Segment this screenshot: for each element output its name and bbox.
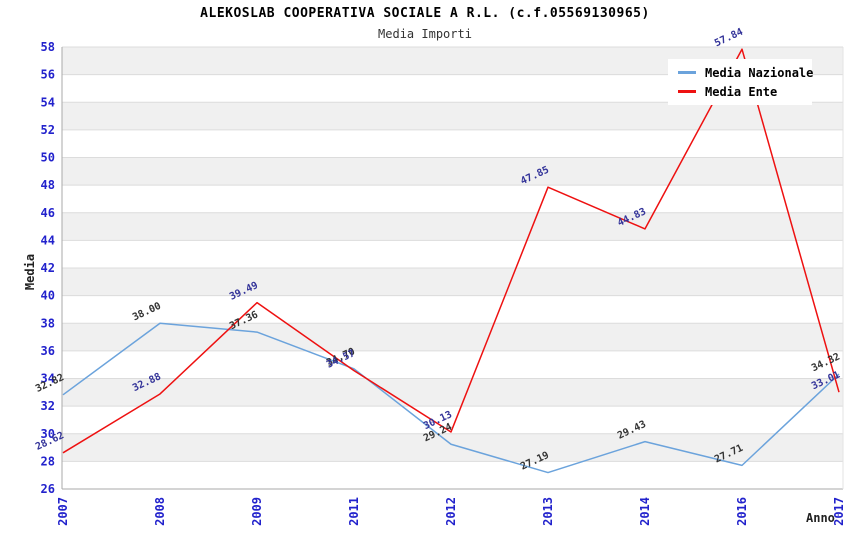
background-band <box>62 378 843 407</box>
y-tick-label: 48 <box>41 178 55 192</box>
x-tick-label: 2013 <box>541 497 555 526</box>
y-tick-label: 44 <box>41 233 55 247</box>
point-label: 57.84 <box>713 27 745 50</box>
background-band <box>62 295 843 324</box>
legend: Media Nazionale Media Ente <box>668 59 814 105</box>
y-tick-label: 26 <box>41 482 55 496</box>
y-tick-label: 38 <box>41 316 55 330</box>
background-band <box>62 240 843 268</box>
x-tick-label: 2011 <box>347 497 361 526</box>
background-band <box>62 212 843 241</box>
x-tick-label: 2014 <box>638 497 652 526</box>
legend-label-media-nazionale: Media Nazionale <box>705 65 814 80</box>
y-tick-label: 30 <box>41 427 55 441</box>
y-tick-label: 40 <box>41 289 55 303</box>
legend-item-media-ente: Media Ente <box>678 82 812 101</box>
y-tick-label: 28 <box>41 454 55 468</box>
y-tick-label: 58 <box>41 40 55 54</box>
y-tick-label: 56 <box>41 68 55 82</box>
background-band <box>62 157 843 186</box>
legend-item-media-nazionale: Media Nazionale <box>678 63 814 82</box>
x-tick-label: 2016 <box>735 497 749 526</box>
background-band <box>62 350 843 379</box>
background-band <box>62 268 843 296</box>
background-band <box>62 102 843 130</box>
background-band <box>62 323 843 351</box>
x-tick-label: 2007 <box>56 497 70 526</box>
y-tick-label: 50 <box>41 151 55 165</box>
background-band <box>62 461 843 489</box>
legend-label-media-ente: Media Ente <box>705 84 778 99</box>
legend-swatch-red-line-icon <box>678 90 696 93</box>
x-tick-label: 2012 <box>444 497 458 526</box>
background-band <box>62 433 843 462</box>
y-tick-label: 34 <box>41 372 55 386</box>
x-tick-label: 2008 <box>153 497 167 526</box>
y-tick-label: 32 <box>41 399 55 413</box>
series-line-media-ente <box>62 48 840 454</box>
y-tick-label: 46 <box>41 206 55 220</box>
background-band <box>62 185 843 213</box>
y-tick-label: 52 <box>41 123 55 137</box>
chart-title: ALEKOSLAB COOPERATIVA SOCIALE A R.L. (c.… <box>200 6 650 21</box>
x-tick-label: 2017 <box>832 497 846 526</box>
y-tick-label: 54 <box>41 95 55 109</box>
chart-subtitle: Media Importi <box>378 27 472 41</box>
background-band <box>62 129 843 158</box>
series-line-media-nazionale <box>62 322 840 474</box>
legend-swatch-blue-line-icon <box>678 71 696 74</box>
y-tick-label: 36 <box>41 344 55 358</box>
x-axis-title: Anno <box>806 511 835 525</box>
x-tick-label: 2009 <box>250 497 264 526</box>
y-tick-label: 42 <box>41 261 55 275</box>
